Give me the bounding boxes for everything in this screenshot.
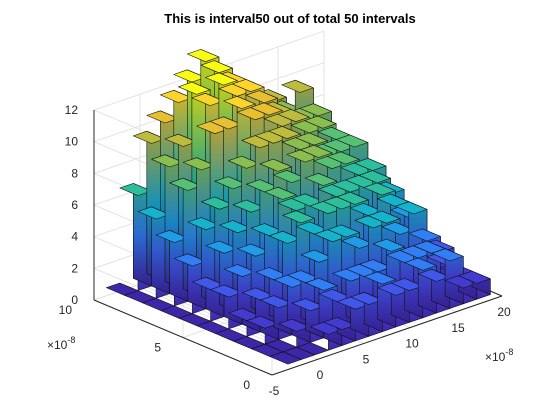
y-tick-label: 0 [243, 378, 250, 392]
bar-top [327, 151, 360, 165]
bar-top [327, 224, 360, 238]
bar [278, 318, 311, 348]
bar-top [281, 79, 314, 93]
bar-top [200, 60, 233, 74]
bar-top [336, 191, 369, 205]
x-tick-label: 10 [405, 337, 419, 351]
bar-top [295, 132, 328, 146]
tick-labels: 0 2 4 6 8 10 12 -5 0 5 10 15 20 0 5 10 ×10-8 ×10-8 [47, 103, 513, 398]
bar-top [335, 134, 369, 148]
bar-top [404, 257, 437, 271]
bar-top [259, 158, 292, 172]
bars [106, 49, 491, 365]
bar-top [394, 201, 428, 215]
bar [296, 342, 329, 356]
x-axis-multiplier: ×10-8 [485, 347, 513, 364]
bar-top [458, 270, 491, 284]
bar [246, 315, 279, 345]
bar-face [296, 342, 329, 356]
chart-title: This is interval50 out of total 50 inter… [164, 11, 415, 26]
bar-top [299, 103, 332, 117]
bar-top [223, 96, 256, 109]
bar-top [363, 271, 397, 285]
bar-top [358, 170, 392, 184]
axis-line [271, 295, 503, 376]
bar-top [277, 109, 310, 122]
z-tick-label: 0 [71, 293, 78, 307]
z-tick-label: 8 [71, 166, 78, 180]
y-tick-label: 10 [59, 303, 73, 317]
x-tick-label: 5 [363, 352, 370, 366]
bar-top [245, 90, 278, 104]
bar-top [205, 72, 238, 86]
bar-top [300, 144, 333, 158]
y-tick-label: 5 [154, 341, 161, 355]
y-axis-multiplier: ×10-8 [47, 335, 75, 352]
bar-top [304, 173, 338, 186]
x-tick-label: 0 [317, 368, 324, 382]
bar-top [187, 49, 220, 63]
bar-top [305, 277, 338, 291]
bar-top [250, 102, 283, 116]
bar-top [268, 126, 301, 139]
bar-top [354, 158, 387, 171]
bar-top [232, 79, 265, 92]
bar-top [431, 248, 464, 262]
bar-top [178, 81, 211, 95]
z-tick-label: 6 [71, 198, 78, 212]
bar-top [372, 238, 406, 252]
bar [458, 270, 491, 300]
z-tick-label: 2 [71, 261, 78, 275]
z-tick-label: 4 [71, 230, 78, 244]
axis-line [93, 299, 273, 376]
x-tick-label: -5 [269, 384, 280, 398]
bar-top [304, 115, 337, 129]
bar-top [408, 228, 441, 242]
z-tick-label: 12 [65, 103, 79, 117]
bar-top [367, 210, 401, 224]
bar-top [363, 182, 396, 196]
x-tick-label: 20 [497, 305, 511, 319]
bar-top [282, 210, 315, 224]
z-tick-label: 10 [65, 135, 79, 149]
bar-top [264, 186, 297, 200]
x-tick-label: 15 [451, 321, 465, 335]
